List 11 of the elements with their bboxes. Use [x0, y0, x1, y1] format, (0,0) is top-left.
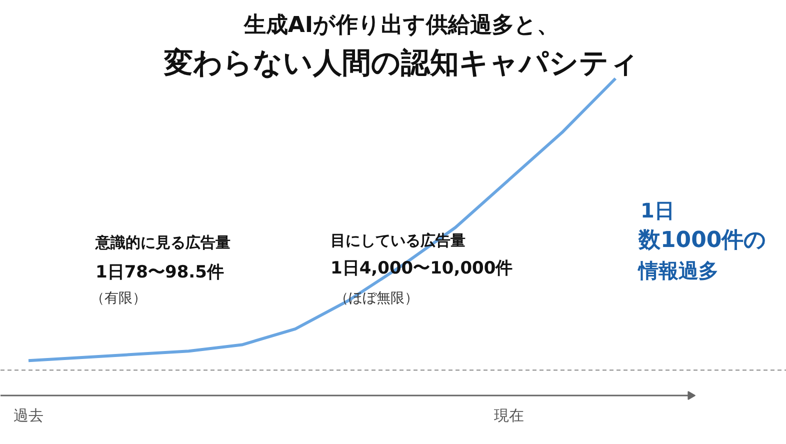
annotation: （有限） [90, 290, 146, 306]
annotation: 情報過多 [636, 258, 718, 282]
chart-subtitle: 変わらない人間の認知キャパシティ [163, 46, 639, 80]
annotation: 意識的に見る広告量 [94, 234, 230, 252]
annotation: 数1000件の [638, 228, 767, 253]
chart-title: 生成AIが作り出す供給過多と、 [242, 13, 560, 38]
x-tick-label: 現在 [494, 406, 524, 424]
annotation: 1日78〜98.5件 [96, 262, 224, 282]
x-tick-label: 過去 [14, 406, 44, 424]
annotation: 1日 [640, 198, 674, 222]
annotation: 目にしている広告量 [330, 232, 466, 250]
